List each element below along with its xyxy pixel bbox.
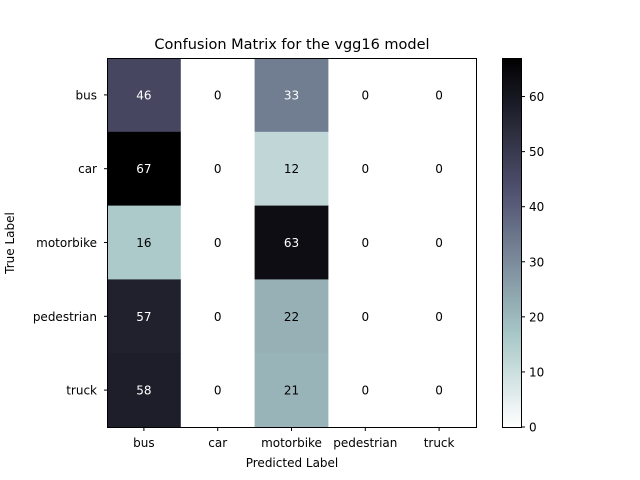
heatmap-cell — [328, 58, 403, 133]
heatmap-cell — [254, 131, 329, 207]
x-tick-label: truck — [424, 436, 455, 450]
heatmap-value-label: 0 — [214, 88, 222, 102]
heatmap-value-label: 33 — [284, 88, 299, 102]
heatmap-value-label: 0 — [435, 162, 443, 176]
heatmap-value-labels: 46 0 33 0 0 67 0 12 0 0 16 0 63 0 0 57 0 22 0 0 58 0 21 0 0 — [136, 88, 443, 397]
x-axis-label: Predicted Label — [246, 456, 339, 470]
colorbar-tick-label: 30 — [529, 255, 544, 269]
colorbar-tick-label: 10 — [529, 365, 544, 379]
x-tick-label: motorbike — [261, 436, 322, 450]
heatmap-cell — [254, 58, 329, 133]
heatmap-cell — [254, 353, 329, 428]
heatmap-cell — [402, 205, 477, 280]
heatmap-cells — [107, 58, 477, 428]
heatmap-value-label: 0 — [361, 384, 369, 398]
heatmap-cell — [180, 353, 256, 428]
heatmap-cell — [107, 353, 182, 428]
heatmap-cell — [107, 131, 182, 207]
heatmap-value-label: 0 — [435, 310, 443, 324]
colorbar-gradient — [502, 58, 521, 427]
colorbar-tick-label: 50 — [529, 145, 544, 159]
colorbar-tick-label: 20 — [529, 310, 544, 324]
heatmap-cell — [180, 279, 256, 354]
x-tick-label: car — [208, 436, 227, 450]
colorbar-tick-label: 0 — [529, 421, 537, 435]
heatmap-cell — [328, 279, 403, 354]
heatmap-cell — [402, 131, 477, 207]
heatmap-value-label: 63 — [284, 236, 299, 250]
heatmap-cell — [254, 279, 329, 354]
heatmap-value-label: 0 — [361, 88, 369, 102]
y-tick-label: motorbike — [36, 236, 97, 250]
y-tick-label: car — [78, 162, 97, 176]
heatmap-value-label: 0 — [361, 162, 369, 176]
x-tick-label: bus — [133, 436, 154, 450]
heatmap-value-label: 22 — [284, 310, 299, 324]
colorbar-frame — [502, 58, 522, 428]
y-axis-label: True Label — [3, 212, 17, 275]
colorbar-tick-label: 60 — [529, 90, 544, 104]
heatmap-value-label: 12 — [284, 162, 299, 176]
heatmap-cell — [107, 279, 182, 354]
heatmap-value-label: 0 — [435, 236, 443, 250]
heatmap-value-label: 0 — [361, 236, 369, 250]
x-tick-label: pedestrian — [333, 436, 397, 450]
heatmap-cell — [402, 58, 477, 133]
heatmap-value-label: 0 — [214, 162, 222, 176]
heatmap-cell — [107, 58, 182, 133]
colorbar-tick-label: 40 — [529, 200, 544, 214]
heatmap-value-label: 57 — [136, 310, 151, 324]
x-axis-ticks: bus car motorbike pedestrian truck — [133, 427, 455, 450]
heatmap-value-label: 0 — [214, 236, 222, 250]
heatmap-cell — [254, 205, 329, 280]
heatmap-cell — [328, 131, 403, 207]
heatmap-value-label: 0 — [435, 384, 443, 398]
y-tick-label: bus — [76, 88, 97, 102]
heatmap-cell — [328, 205, 403, 280]
heatmap-value-label: 67 — [136, 162, 151, 176]
colorbar: 0 10 20 30 40 50 60 — [502, 58, 544, 435]
heatmap-cell — [328, 353, 403, 428]
heatmap-value-label: 21 — [284, 384, 299, 398]
heatmap-value-label: 0 — [214, 384, 222, 398]
heatmap-value-label: 46 — [136, 88, 151, 102]
heatmap-cell — [180, 131, 256, 207]
heatmap-cell — [402, 279, 477, 354]
chart-title: Confusion Matrix for the vgg16 model — [154, 37, 429, 53]
heatmap-value-label: 0 — [435, 88, 443, 102]
heatmap-value-label: 0 — [214, 310, 222, 324]
y-tick-label: truck — [66, 384, 97, 398]
heatmap-value-label: 16 — [136, 236, 151, 250]
heatmap-cell — [402, 353, 477, 428]
y-axis-ticks: bus car motorbike pedestrian truck — [33, 88, 108, 398]
heatmap-value-label: 58 — [136, 384, 151, 398]
heatmap-cell — [180, 58, 256, 133]
heatmap-cell — [107, 205, 182, 280]
y-tick-label: pedestrian — [33, 310, 97, 324]
heatmap-cell — [180, 205, 256, 280]
heatmap-value-label: 0 — [361, 310, 369, 324]
